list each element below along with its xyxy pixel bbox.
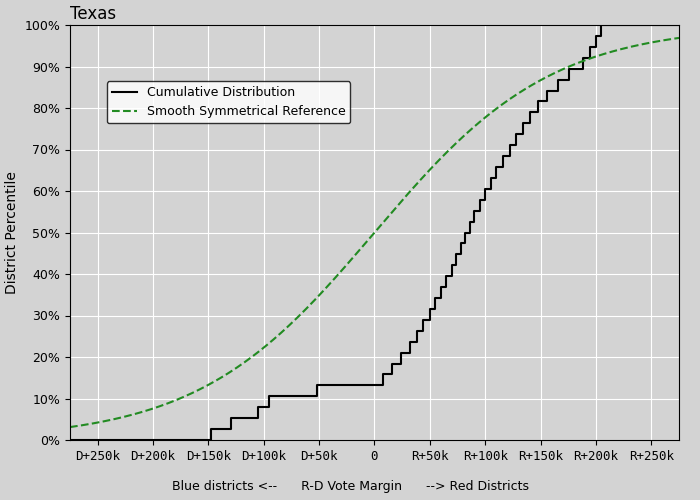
Cumulative Distribution [466,230,474,235]
Smooth Symmetrical Reference [657,38,666,44]
Cumulative Distribution [66,437,74,443]
Smooth Symmetrical Reference [657,38,665,44]
Cumulative Distribution [597,22,606,28]
Smooth Symmetrical Reference [66,424,74,430]
Legend: Cumulative Distribution, Smooth Symmetrical Reference: Cumulative Distribution, Smooth Symmetri… [106,81,351,124]
Cumulative Distribution [254,415,262,421]
Smooth Symmetrical Reference [675,35,683,41]
Cumulative Distribution [512,142,520,148]
Smooth Symmetrical Reference [362,240,370,246]
Y-axis label: District Percentile: District Percentile [5,171,19,294]
Smooth Symmetrical Reference [346,258,354,264]
Smooth Symmetrical Reference [545,72,554,78]
Text: Blue districts <--      R-D Vote Margin      --> Red Districts: Blue districts <-- R-D Vote Margin --> R… [172,480,528,493]
Smooth Symmetrical Reference [97,419,105,425]
Line: Cumulative Distribution: Cumulative Distribution [70,25,679,440]
Cumulative Distribution [452,262,461,268]
Cumulative Distribution [388,372,396,378]
Cumulative Distribution [675,22,683,28]
Line: Smooth Symmetrical Reference: Smooth Symmetrical Reference [70,38,679,427]
Cumulative Distribution [431,306,440,312]
Text: Texas: Texas [70,6,116,24]
